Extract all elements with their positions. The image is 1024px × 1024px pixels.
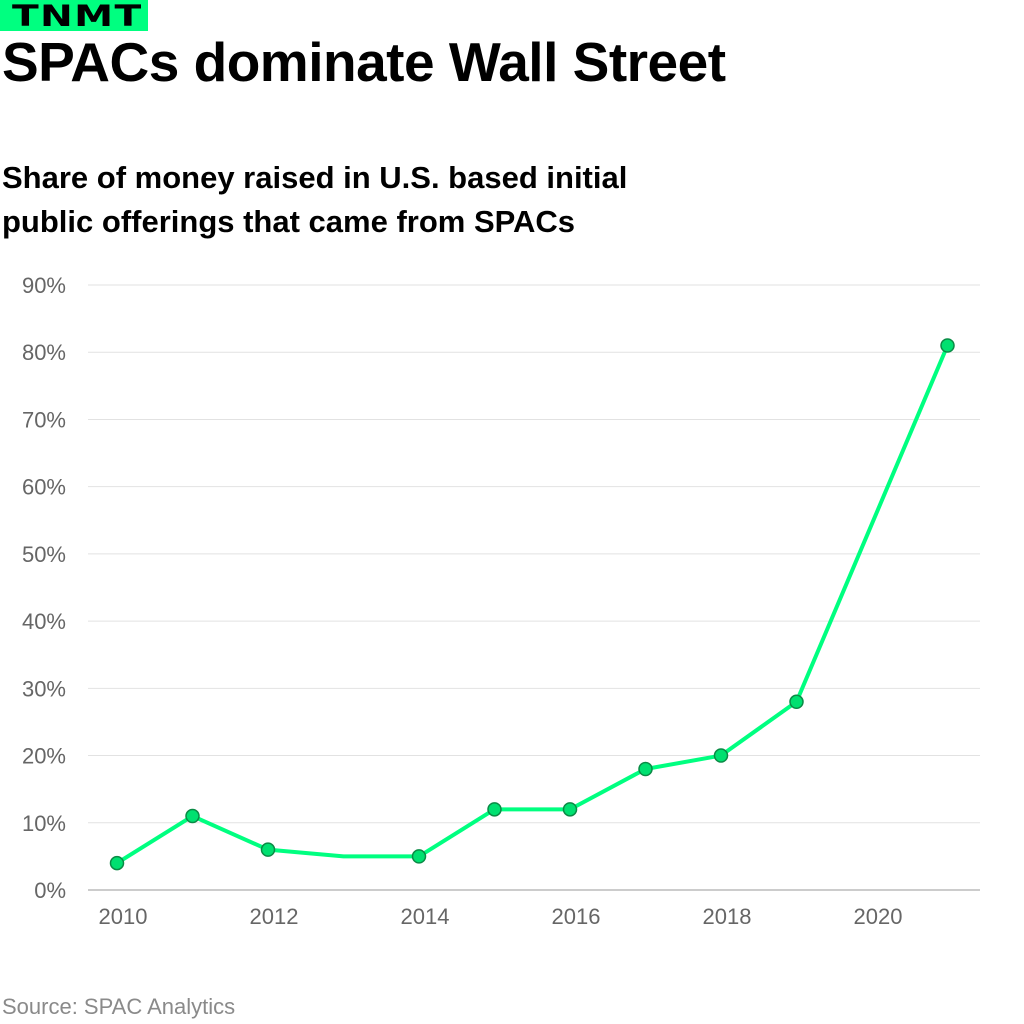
- x-tick-label: 2020: [854, 904, 903, 929]
- y-tick-label: 40%: [22, 609, 66, 634]
- x-tick-label: 2014: [401, 904, 450, 929]
- y-tick-label: 0%: [34, 878, 66, 903]
- logo-text: TNMT: [12, 0, 143, 33]
- data-point: [411, 849, 427, 864]
- data-point: [260, 842, 276, 857]
- data-point: [109, 855, 125, 871]
- data-point: [487, 802, 502, 817]
- y-tick-label: 10%: [22, 811, 66, 836]
- data-point: [713, 748, 729, 763]
- x-tick-label: 2010: [99, 904, 148, 929]
- source-note: Source: SPAC Analytics: [2, 994, 236, 1019]
- y-tick-label: 60%: [22, 475, 66, 500]
- data-point: [562, 802, 578, 817]
- y-tick-label: 70%: [22, 407, 66, 432]
- data-point: [185, 808, 200, 824]
- y-tick-label: 80%: [22, 340, 66, 365]
- y-tick-label: 20%: [22, 744, 66, 769]
- series-line: [115, 344, 950, 865]
- x-tick-label: 2016: [552, 904, 601, 929]
- data-point: [638, 761, 653, 777]
- x-tick-label: 2012: [250, 904, 299, 929]
- y-tick-label: 30%: [22, 676, 66, 701]
- page-title: SPACs dominate Wall Street: [2, 31, 726, 93]
- brand-logo: TNMT: [0, 0, 148, 33]
- x-tick-label: 2018: [703, 904, 752, 929]
- chart-subtitle: Share of money raised in U.S. based init…: [2, 160, 628, 239]
- data-point: [940, 338, 955, 353]
- data-point: [789, 694, 804, 710]
- y-tick-label: 50%: [22, 542, 66, 567]
- y-tick-label: 90%: [22, 273, 66, 298]
